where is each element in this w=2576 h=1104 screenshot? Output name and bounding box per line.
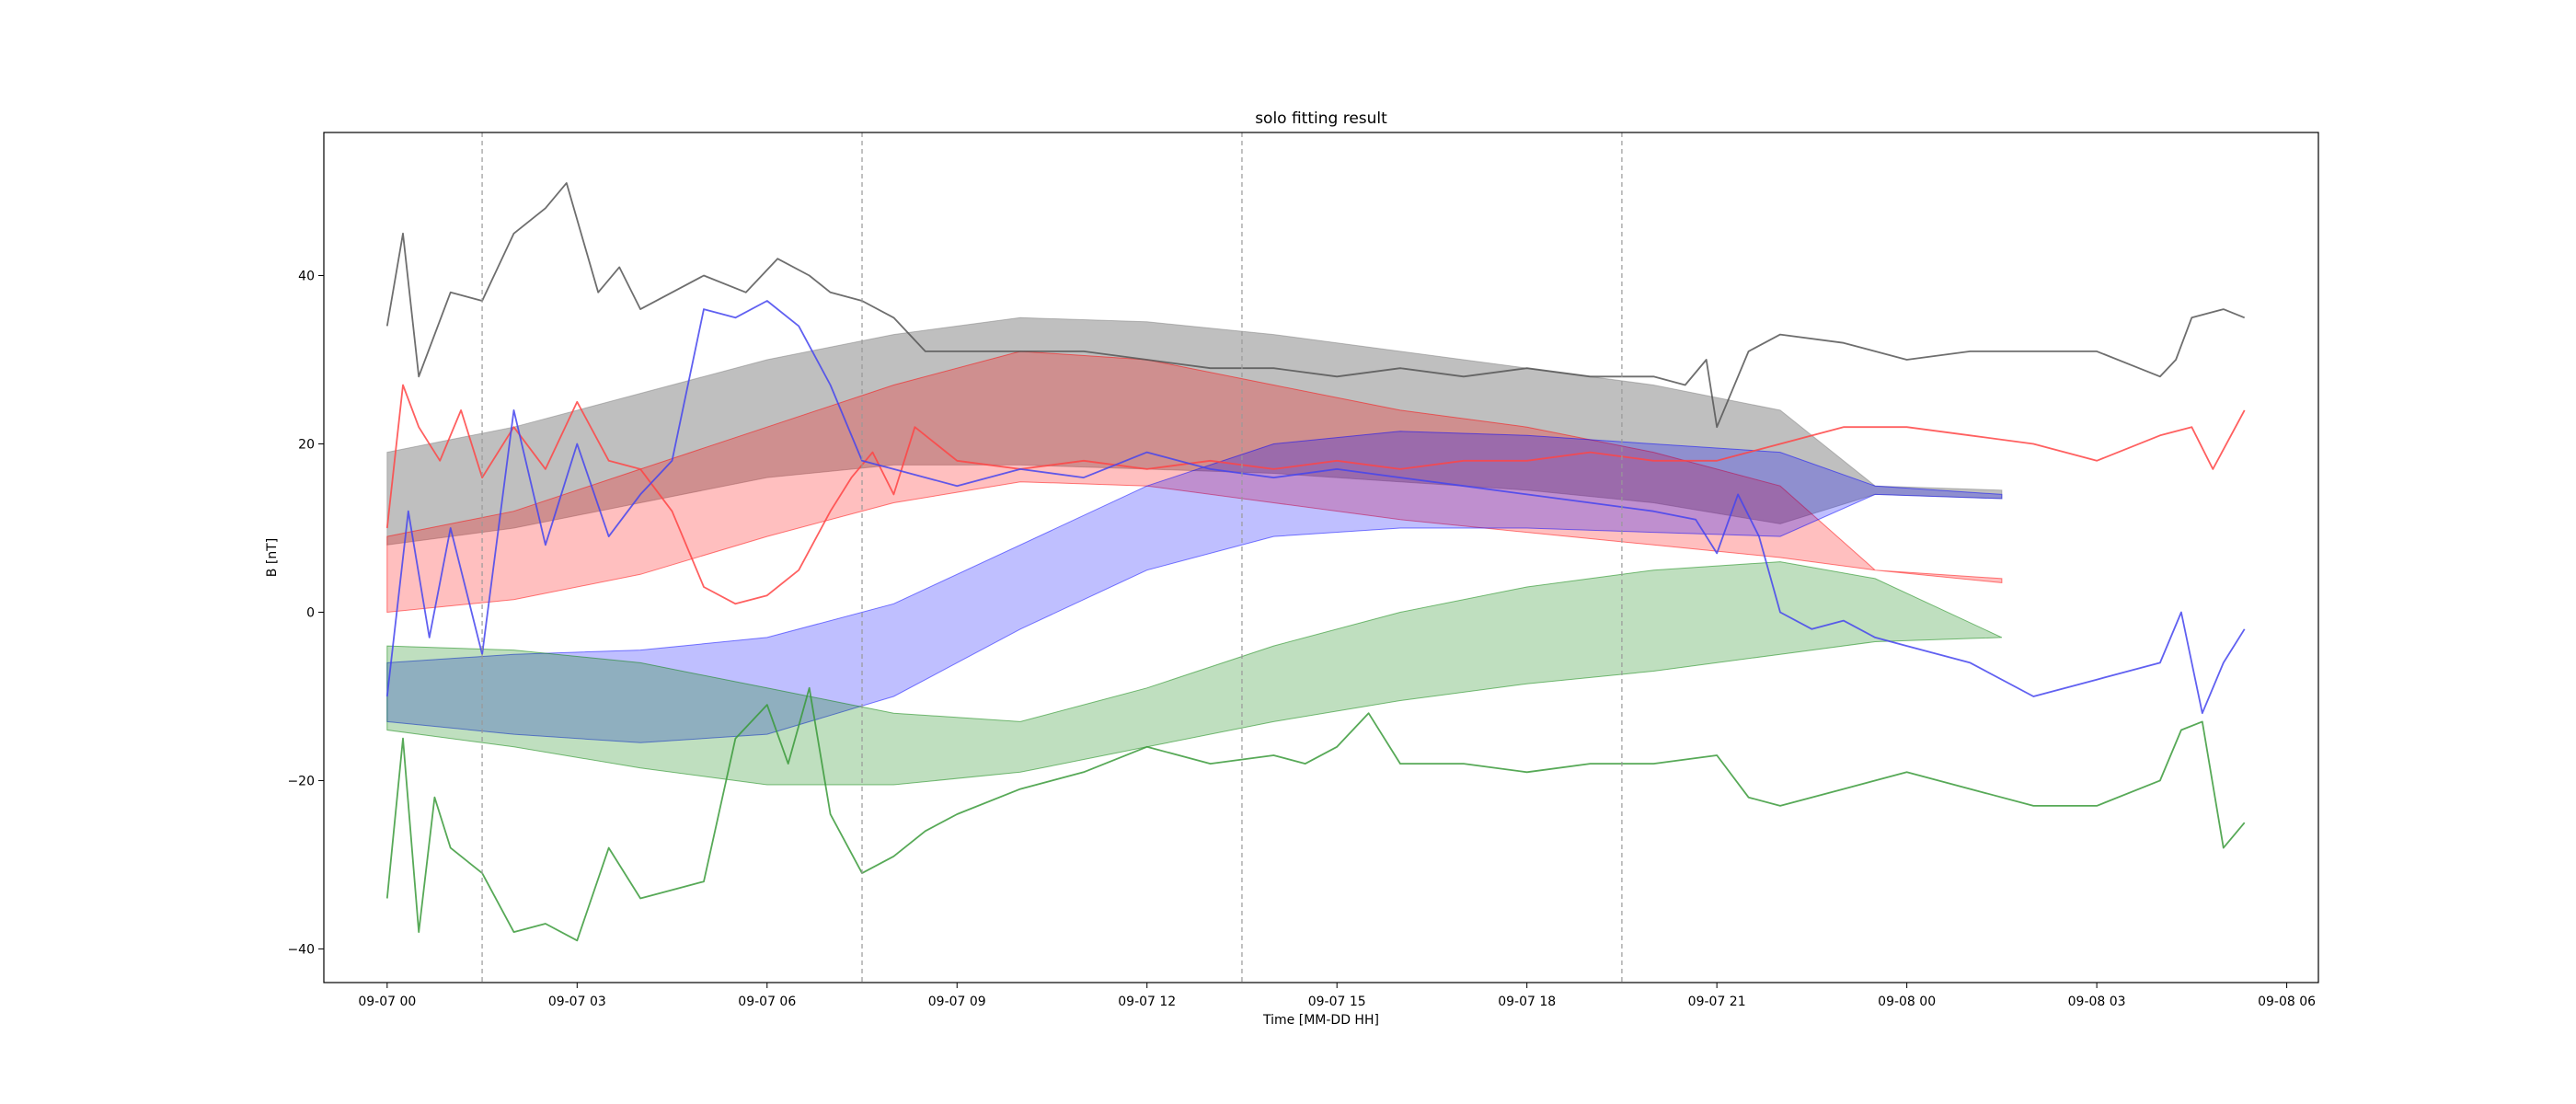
y-tick-label-4: 40 bbox=[298, 270, 315, 284]
x-tick-label-9: 09-08 03 bbox=[2068, 995, 2126, 1009]
series-line-0 bbox=[385, 181, 2246, 429]
x-tick-label-5: 09-07 15 bbox=[1308, 995, 1366, 1009]
uncertainty-bands bbox=[386, 316, 2003, 786]
series-line-2 bbox=[385, 300, 2246, 715]
band-2 bbox=[386, 431, 2003, 743]
x-tick-label-10: 09-08 06 bbox=[2258, 995, 2316, 1009]
x-axis-label: Time [MM-DD HH] bbox=[1262, 1013, 1379, 1028]
x-tick-label-2: 09-07 06 bbox=[738, 995, 796, 1009]
reference-vlines bbox=[481, 132, 1623, 983]
data-series bbox=[385, 181, 2246, 942]
x-axis-ticks: 09-07 00 09-07 03 09-07 06 09-07 09 09-07 12… bbox=[358, 983, 2316, 1009]
x-tick-label-3: 09-07 09 bbox=[928, 995, 986, 1009]
x-tick-label-8: 09-08 00 bbox=[1878, 995, 1936, 1009]
y-axis-ticks: −40 −20 0 20 40 bbox=[287, 270, 324, 957]
x-tick-label-6: 09-07 18 bbox=[1498, 995, 1556, 1009]
y-axis-label: B [nT] bbox=[265, 538, 280, 577]
chart-title: solo fitting result bbox=[1255, 109, 1387, 128]
y-tick-label-3: 20 bbox=[298, 437, 315, 452]
y-tick-label-2: 0 bbox=[306, 605, 315, 620]
y-tick-label-1: −20 bbox=[287, 774, 315, 788]
x-tick-label-0: 09-07 00 bbox=[358, 995, 416, 1009]
x-tick-label-1: 09-07 03 bbox=[548, 995, 606, 1009]
x-tick-label-7: 09-07 21 bbox=[1688, 995, 1746, 1009]
x-tick-label-4: 09-07 12 bbox=[1118, 995, 1176, 1009]
band-1 bbox=[386, 351, 2003, 614]
series-line-3 bbox=[385, 686, 2246, 942]
band-3 bbox=[386, 561, 2003, 786]
series-line-1 bbox=[385, 384, 2246, 605]
plot-frame bbox=[323, 132, 2319, 983]
y-tick-label-0: −40 bbox=[287, 942, 315, 957]
